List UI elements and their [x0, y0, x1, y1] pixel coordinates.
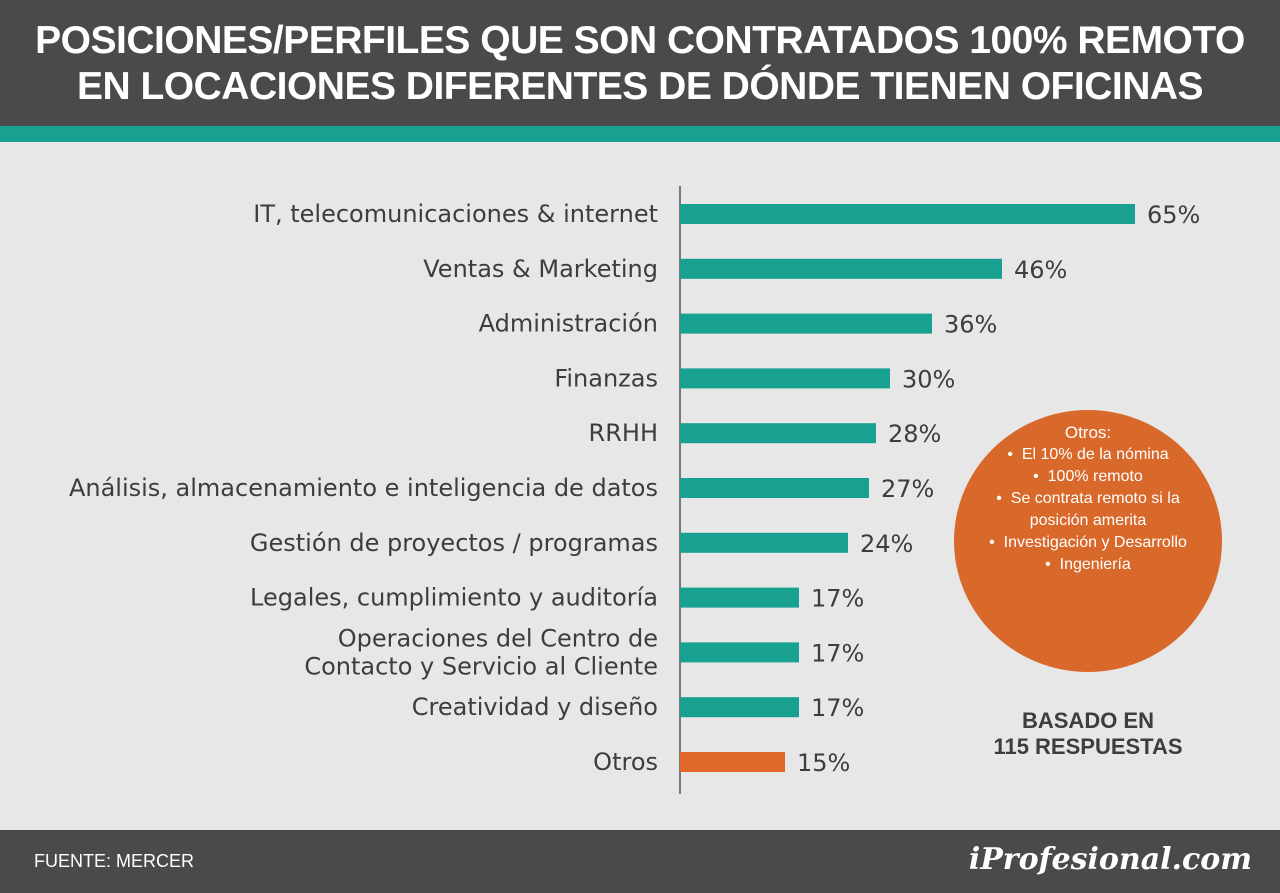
- bar-4: [680, 423, 876, 444]
- value-label: 28%: [888, 420, 941, 448]
- category-label: Administración: [479, 310, 658, 338]
- bar-2: [680, 313, 932, 334]
- callout-item: Se contrata remoto si la posición amerit…: [954, 488, 1222, 532]
- category-label: Finanzas: [554, 364, 658, 392]
- accent-band: [0, 126, 1280, 142]
- value-label: 46%: [1014, 256, 1067, 284]
- category-label: Otros: [593, 748, 658, 776]
- callout-item: 100% remoto: [954, 466, 1222, 488]
- value-label: 17%: [811, 694, 864, 722]
- bar-5: [680, 478, 869, 498]
- header-bar: POSICIONES/PERFILES QUE SON CONTRATADOS …: [0, 0, 1280, 126]
- category-label: Análisis, almacenamiento e inteligencia …: [69, 474, 658, 502]
- page-title: POSICIONES/PERFILES QUE SON CONTRATADOS …: [0, 18, 1280, 110]
- category-label: Ventas & Marketing: [423, 255, 658, 283]
- value-label: 15%: [797, 749, 850, 777]
- value-label: 17%: [811, 585, 864, 613]
- otros-callout: Otros: El 10% de la nómina 100% remoto S…: [954, 410, 1222, 672]
- value-label: 27%: [881, 475, 934, 503]
- callout-item: El 10% de la nómina: [954, 444, 1222, 466]
- value-label: 24%: [860, 530, 913, 558]
- value-label: 30%: [902, 365, 955, 393]
- callout-list: El 10% de la nómina 100% remoto Se contr…: [954, 444, 1222, 576]
- source-note: FUENTE: MERCER: [34, 851, 195, 871]
- value-label: 36%: [944, 311, 997, 339]
- category-label: Creatividad y diseño: [412, 693, 658, 721]
- footer-bar: FUENTE: MERCER iProfesional.com: [0, 830, 1280, 893]
- page-title-line-1: POSICIONES/PERFILES QUE SON CONTRATADOS …: [35, 19, 1245, 62]
- callout-title: Otros:: [1064, 423, 1112, 442]
- callout-item: Ingeniería: [954, 554, 1222, 576]
- category-label: Legales, cumplimiento y auditoría: [250, 584, 658, 612]
- category-label: IT, telecomunicaciones & internet: [253, 200, 658, 228]
- value-label: 17%: [811, 639, 864, 667]
- category-label: Operaciones del Centro de Contacto y Serv…: [304, 624, 658, 680]
- sample-size-note: BASADO EN 115 RESPUESTAS: [960, 708, 1216, 760]
- category-label: RRHH: [589, 419, 658, 447]
- bar-8: [680, 642, 799, 663]
- bar-10: [680, 752, 785, 772]
- value-label: 65%: [1147, 201, 1200, 229]
- bar-0: [680, 204, 1135, 224]
- sample-size-line-2: 115 RESPUESTAS: [993, 734, 1183, 759]
- sample-size-line-1: BASADO EN: [1021, 708, 1154, 733]
- brand-logo: iProfesional.com: [968, 842, 1252, 877]
- callout-item: Investigación y Desarrollo: [954, 532, 1222, 554]
- page-title-line-2: EN LOCACIONES DIFERENTES DE DÓNDE TIENEN…: [76, 65, 1204, 108]
- category-label: Gestión de proyectos / programas: [250, 529, 658, 557]
- bar-6: [680, 532, 848, 553]
- bar-9: [680, 697, 799, 718]
- bar-7: [680, 587, 799, 608]
- bar-3: [680, 368, 890, 389]
- bar-1: [680, 258, 1002, 279]
- bar-chart: IT, telecomunicaciones & internet 65% Vent…: [69, 186, 1200, 794]
